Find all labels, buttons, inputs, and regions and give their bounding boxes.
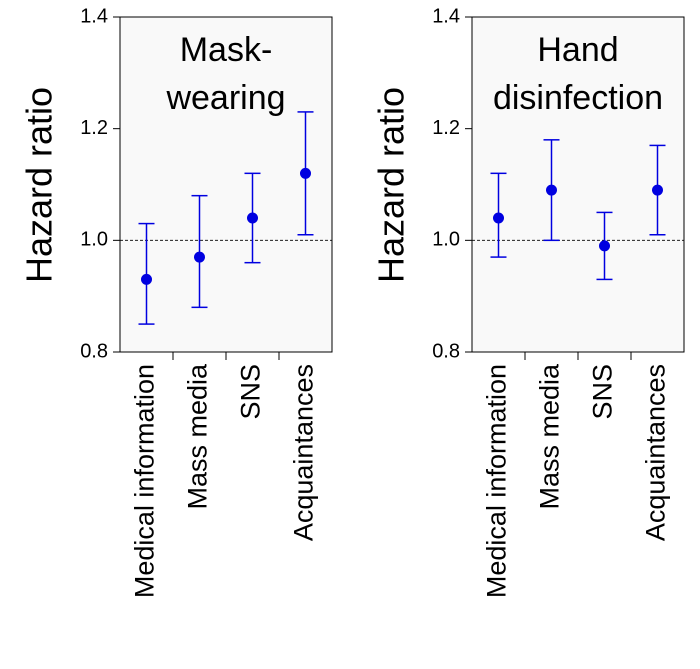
data-point [141, 273, 152, 285]
plot-area [119, 16, 333, 353]
chart-title: Mask- [180, 31, 273, 69]
x-tick-label: Acquaintances [641, 364, 671, 541]
x-tick-label: Mass media [183, 363, 213, 510]
chart-title: wearing [165, 79, 285, 117]
plot-area [471, 16, 685, 353]
data-point [546, 184, 557, 196]
data-point [599, 240, 610, 252]
y-axis-label: Hazard ratio [19, 87, 60, 283]
y-tick-label: 1.4 [432, 5, 460, 27]
chart-title: disinfection [493, 79, 663, 117]
y-tick-label: 1.0 [80, 229, 108, 251]
y-tick-label: 1.2 [432, 117, 460, 139]
x-tick-label: Medical information [482, 364, 512, 598]
y-axis-label: Hazard ratio [371, 87, 412, 283]
data-point [652, 184, 663, 196]
x-tick-label: Mass media [535, 363, 565, 510]
data-point [247, 212, 258, 224]
x-tick-label: Acquaintances [289, 364, 319, 541]
y-tick-label: 1.2 [80, 117, 108, 139]
y-tick-label: 0.8 [80, 340, 108, 362]
x-tick-label: Medical information [130, 364, 160, 598]
y-tick-label: 1.0 [432, 229, 460, 251]
y-tick-label: 1.4 [80, 5, 108, 27]
chart-title: Hand [537, 31, 618, 69]
x-tick-label: SNS [236, 364, 266, 420]
data-point [300, 167, 311, 179]
data-point [194, 251, 205, 263]
x-tick-label: SNS [588, 364, 618, 420]
data-point [493, 212, 504, 224]
y-tick-label: 0.8 [432, 340, 460, 362]
